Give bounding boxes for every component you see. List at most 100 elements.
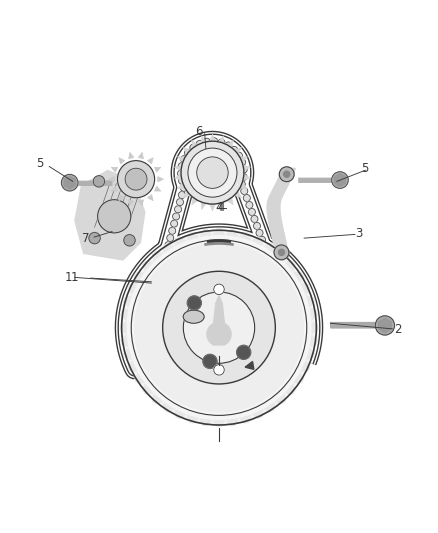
Polygon shape xyxy=(119,158,125,164)
Circle shape xyxy=(279,249,285,255)
Polygon shape xyxy=(124,348,132,360)
Circle shape xyxy=(240,166,247,173)
Polygon shape xyxy=(239,415,251,423)
Circle shape xyxy=(271,271,278,278)
Polygon shape xyxy=(138,152,144,159)
Polygon shape xyxy=(64,176,75,189)
Circle shape xyxy=(307,304,314,311)
Polygon shape xyxy=(138,200,144,206)
Circle shape xyxy=(286,313,293,320)
Polygon shape xyxy=(124,296,132,308)
Polygon shape xyxy=(175,237,186,246)
Circle shape xyxy=(188,148,237,197)
Circle shape xyxy=(237,345,251,359)
Circle shape xyxy=(259,241,266,248)
Circle shape xyxy=(261,244,268,251)
Polygon shape xyxy=(129,200,134,206)
Circle shape xyxy=(265,245,272,252)
Circle shape xyxy=(218,139,225,146)
Circle shape xyxy=(303,289,310,296)
Polygon shape xyxy=(252,409,263,418)
Circle shape xyxy=(241,188,248,195)
Circle shape xyxy=(294,334,301,341)
Circle shape xyxy=(187,235,194,242)
Circle shape xyxy=(126,295,133,302)
Circle shape xyxy=(244,195,251,201)
Circle shape xyxy=(300,282,307,289)
Circle shape xyxy=(231,231,238,238)
Text: 1: 1 xyxy=(65,271,72,284)
Polygon shape xyxy=(119,195,125,201)
Circle shape xyxy=(201,231,208,238)
Circle shape xyxy=(306,348,313,354)
Circle shape xyxy=(254,222,261,229)
Circle shape xyxy=(308,341,315,348)
Circle shape xyxy=(155,278,162,285)
Circle shape xyxy=(299,348,306,355)
Polygon shape xyxy=(155,167,161,172)
Circle shape xyxy=(149,299,156,306)
Circle shape xyxy=(123,310,130,317)
Circle shape xyxy=(190,144,197,151)
Polygon shape xyxy=(111,167,118,172)
Circle shape xyxy=(175,206,181,213)
Circle shape xyxy=(211,138,218,145)
Circle shape xyxy=(136,349,143,356)
Circle shape xyxy=(292,270,299,277)
Polygon shape xyxy=(301,361,310,372)
Polygon shape xyxy=(152,252,163,262)
Circle shape xyxy=(151,292,158,299)
Circle shape xyxy=(235,152,242,159)
Polygon shape xyxy=(285,384,295,394)
Polygon shape xyxy=(219,202,224,209)
Circle shape xyxy=(125,168,147,190)
Polygon shape xyxy=(264,243,274,253)
Circle shape xyxy=(264,251,271,257)
Text: 1: 1 xyxy=(71,271,79,284)
Circle shape xyxy=(288,264,295,271)
Circle shape xyxy=(332,172,348,188)
Text: 7: 7 xyxy=(82,232,90,245)
Circle shape xyxy=(180,156,187,163)
Circle shape xyxy=(123,340,130,346)
Circle shape xyxy=(284,306,291,313)
Polygon shape xyxy=(187,415,199,423)
Circle shape xyxy=(269,264,276,271)
Circle shape xyxy=(292,327,299,334)
Circle shape xyxy=(187,296,201,310)
Circle shape xyxy=(144,320,151,327)
Polygon shape xyxy=(164,243,174,253)
Polygon shape xyxy=(143,261,153,271)
Circle shape xyxy=(122,332,129,339)
Circle shape xyxy=(129,361,136,368)
Circle shape xyxy=(124,303,131,310)
Polygon shape xyxy=(378,318,391,333)
Polygon shape xyxy=(334,174,346,187)
Circle shape xyxy=(171,220,178,227)
Circle shape xyxy=(155,253,162,260)
Circle shape xyxy=(161,256,168,263)
Circle shape xyxy=(166,244,173,251)
Ellipse shape xyxy=(183,310,204,323)
Circle shape xyxy=(272,249,279,256)
Circle shape xyxy=(238,233,245,240)
Circle shape xyxy=(279,292,286,299)
Circle shape xyxy=(216,230,223,237)
Polygon shape xyxy=(312,321,318,334)
Polygon shape xyxy=(275,252,286,262)
Text: 4: 4 xyxy=(217,201,225,214)
Circle shape xyxy=(251,215,258,222)
Circle shape xyxy=(309,333,316,340)
Circle shape xyxy=(177,199,184,206)
Circle shape xyxy=(117,160,155,198)
Polygon shape xyxy=(164,402,174,412)
Circle shape xyxy=(141,328,148,335)
Polygon shape xyxy=(200,229,212,237)
Circle shape xyxy=(153,285,160,292)
Circle shape xyxy=(308,311,315,318)
Polygon shape xyxy=(310,335,318,347)
Polygon shape xyxy=(177,157,185,162)
Polygon shape xyxy=(234,148,241,154)
Polygon shape xyxy=(75,171,145,260)
Circle shape xyxy=(173,240,180,247)
